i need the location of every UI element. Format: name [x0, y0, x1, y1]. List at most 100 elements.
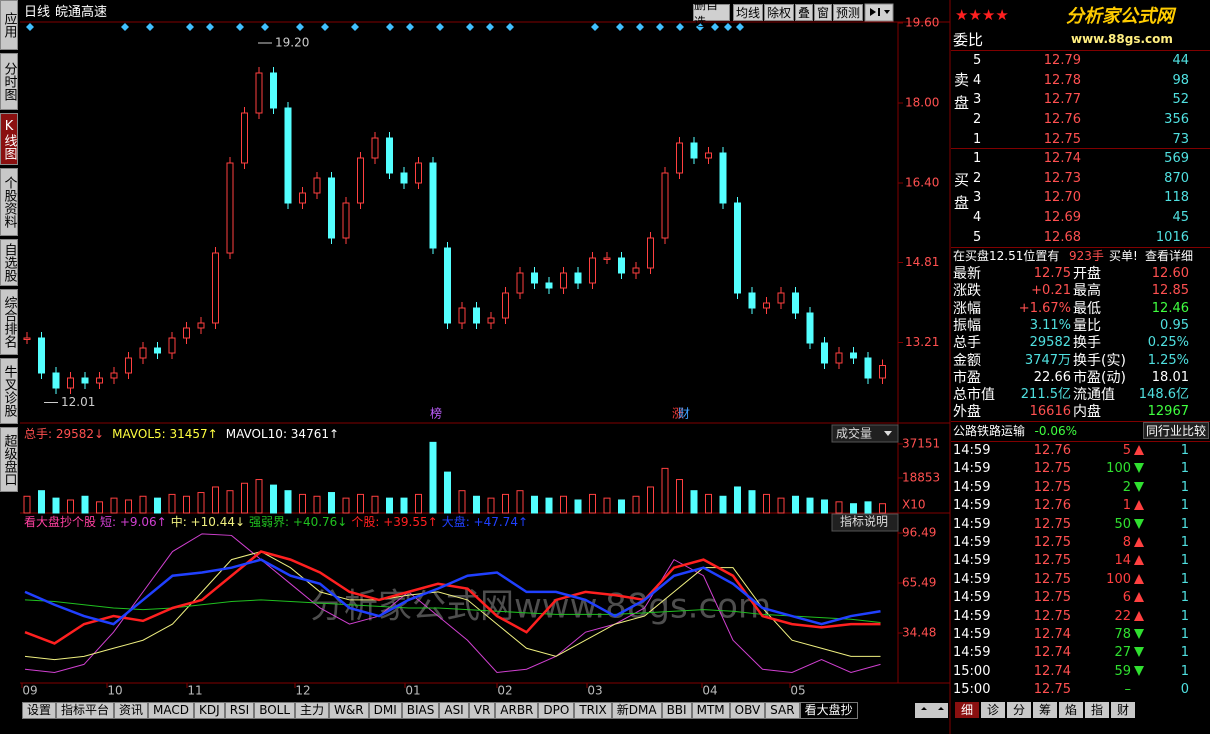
- stat-value: 12.60: [1151, 266, 1189, 281]
- side-tab[interactable]: 应用: [0, 0, 18, 50]
- side-tab[interactable]: 综合排名: [0, 289, 18, 355]
- indicator-tab[interactable]: 资讯: [114, 702, 149, 719]
- trade-direction: [1134, 592, 1144, 603]
- volume-stat: MAVOL10: 34761↑: [225, 427, 340, 441]
- signal-diamond: [506, 23, 514, 31]
- indicator-tab[interactable]: ASI: [439, 702, 469, 719]
- volume-bar: [777, 497, 785, 514]
- indicator-tab[interactable]: KDJ: [194, 702, 225, 719]
- toolbar-button[interactable]: 叠: [795, 4, 813, 21]
- level: 3: [973, 92, 982, 108]
- candle: [226, 162, 234, 254]
- signal-diamond: [696, 23, 704, 31]
- side-tab[interactable]: K线图: [0, 113, 18, 165]
- panel-tab[interactable]: 指: [1085, 702, 1109, 718]
- low-label: 12.01: [61, 395, 95, 409]
- indicator-tab[interactable]: DMI: [368, 702, 402, 719]
- indicator-tab[interactable]: 看大盘抄: [799, 702, 858, 719]
- volume-bar: [647, 486, 654, 514]
- candle: [386, 137, 393, 174]
- volume-bar: [23, 495, 31, 514]
- indicator-tab[interactable]: OBV: [729, 702, 766, 719]
- signal-diamond: [656, 23, 664, 31]
- nav-icon[interactable]: [870, 8, 890, 16]
- trade-time: 14:59: [953, 443, 991, 458]
- signal-diamond: [711, 23, 719, 31]
- indicator-tab[interactable]: SAR: [765, 702, 800, 719]
- volume: 870: [1164, 170, 1189, 186]
- toolbar-button[interactable]: 窗: [814, 4, 832, 21]
- compare-button[interactable]: 同行业比较: [1143, 422, 1209, 439]
- panel-tab[interactable]: 财: [1111, 702, 1135, 718]
- x-tick-label: 11: [187, 684, 202, 698]
- panel-tab[interactable]: 筹: [1033, 702, 1057, 718]
- selector-box[interactable]: [831, 424, 899, 443]
- trade-count: 1: [1180, 663, 1189, 679]
- signal-diamond: [186, 23, 194, 31]
- indicator-tab[interactable]: W&R: [329, 702, 369, 719]
- logo: 分析家公式网: [1066, 6, 1174, 27]
- candle: [748, 292, 756, 309]
- indicator-tab[interactable]: TRIX: [574, 702, 612, 719]
- candle: [618, 257, 625, 274]
- volume-selector[interactable]: 成交量: [836, 426, 872, 441]
- indicator-tab[interactable]: MTM: [691, 702, 730, 719]
- volume-bar: [458, 490, 466, 514]
- dropdown-arrow[interactable]: [884, 431, 892, 436]
- toolbar-button[interactable]: 删自选: [693, 0, 730, 29]
- industry: 公路铁路运输: [953, 424, 1026, 438]
- price: 12.70: [1043, 190, 1081, 206]
- candle: [96, 377, 103, 384]
- signal-diamond: [321, 23, 329, 31]
- stat-label: 最新: [953, 266, 981, 282]
- trade-direction: [1134, 610, 1144, 621]
- volume-bar: [226, 490, 234, 514]
- candle: [429, 162, 437, 249]
- side-tab[interactable]: 超级盘口: [0, 427, 18, 492]
- volume-bar: [183, 495, 190, 514]
- panel-tab[interactable]: 焰: [1059, 702, 1083, 718]
- indicator-tab[interactable]: ARBR: [495, 702, 539, 719]
- indicator-tab[interactable]: 设置: [22, 702, 57, 719]
- volume-bar: [502, 493, 509, 514]
- indicator-help[interactable]: 指标说明: [840, 514, 888, 529]
- trade-volume: 1: [1122, 498, 1131, 514]
- indicator-tab[interactable]: 新DMA: [611, 702, 662, 719]
- volume-bar: [270, 484, 277, 514]
- side-tab[interactable]: 自选股: [0, 239, 18, 286]
- toolbar-button[interactable]: 除权: [764, 4, 794, 21]
- trade-count: 1: [1180, 553, 1189, 569]
- volume-bar: [38, 490, 45, 514]
- panel-tab[interactable]: 细: [955, 702, 979, 718]
- indicator-tab[interactable]: 指标平台: [56, 702, 115, 719]
- scroll-arrows[interactable]: [915, 703, 948, 718]
- toolbar-button[interactable]: 预测: [833, 4, 863, 21]
- level: 5: [973, 53, 982, 68]
- side-tab[interactable]: 个股资料: [0, 168, 18, 236]
- panel-tab[interactable]: 诊: [981, 702, 1005, 718]
- candle: [357, 157, 364, 204]
- help-box[interactable]: [831, 513, 899, 532]
- toolbar-button[interactable]: 均线: [733, 4, 763, 21]
- stat-label: 内盘: [1073, 404, 1101, 421]
- side-tab[interactable]: 分时图: [0, 53, 18, 110]
- price: 12.68: [1043, 229, 1081, 245]
- period[interactable]: 日线: [24, 5, 51, 20]
- indicator-tab[interactable]: BOLL: [254, 702, 296, 719]
- indicator-header: 看大盘抄个股 短: +9.06↑ 中: +10.44↓ 强弱界: +40.76↓ 个股:…: [24, 516, 528, 528]
- indicator-tab[interactable]: BBI: [661, 702, 692, 719]
- notice: 923手: [1069, 249, 1104, 263]
- trade-volume: 59: [1114, 663, 1131, 679]
- indicator-tab[interactable]: BIAS: [401, 702, 440, 719]
- stat-label: 市盈(动): [1073, 369, 1126, 386]
- candle: [197, 322, 205, 329]
- indicator-tab[interactable]: DPO: [538, 702, 575, 719]
- arrows[interactable]: [921, 707, 944, 710]
- volume-bar: [676, 479, 683, 514]
- indicator-tab[interactable]: MACD: [148, 702, 195, 719]
- indicator-tab[interactable]: RSI: [224, 702, 255, 719]
- indicator-tab[interactable]: VR: [468, 702, 496, 719]
- panel-tab[interactable]: 分: [1007, 702, 1031, 718]
- indicator-tab[interactable]: 主力: [295, 702, 330, 719]
- side-tab[interactable]: 牛叉诊股: [0, 358, 18, 424]
